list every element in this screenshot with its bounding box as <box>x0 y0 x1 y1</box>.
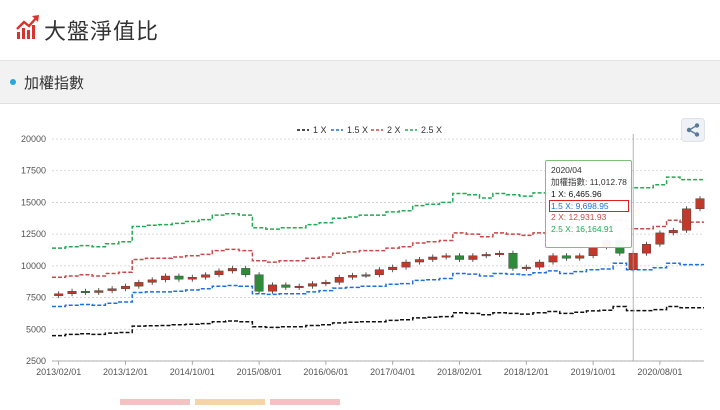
candle <box>668 230 678 234</box>
share-button[interactable] <box>681 118 705 142</box>
x-tick-label: 2014/10/01 <box>170 367 215 377</box>
pbr-band-chart[interactable]: 2500 5000 7500 10000 12500 15000 17500 20000 201… <box>0 104 720 405</box>
y-tick-label: 20000 <box>21 134 46 144</box>
y-tick-label: 17500 <box>21 166 46 176</box>
x-tick-label: 2018/02/01 <box>437 367 482 377</box>
tooltip-25x: 2.5 X: 16,164.91 <box>551 223 614 234</box>
x-tick-label: 2018/12/01 <box>504 367 549 377</box>
candle <box>414 259 424 263</box>
x-tick-label: 2013/12/01 <box>103 367 148 377</box>
candle <box>401 261 411 268</box>
candle <box>267 284 277 292</box>
x-tick-label: 2017/04/01 <box>370 367 415 377</box>
tooltip-15x: 1.5 X: 9,698.95 <box>549 200 629 213</box>
candle <box>174 275 184 280</box>
legend-label: 1 X <box>313 125 327 135</box>
x-tick-label: 2015/08/01 <box>237 367 282 377</box>
section-title: 加權指數 <box>24 75 85 92</box>
header-bar: 大盤淨值比 <box>0 0 720 61</box>
candle <box>94 290 104 293</box>
chart-container: 2500 5000 7500 10000 12500 15000 17500 20000 201… <box>0 104 720 405</box>
section-bullet-icon <box>10 79 16 85</box>
candle <box>67 291 77 294</box>
bottom-strip <box>120 399 340 405</box>
legend-label: 2 X <box>387 125 401 135</box>
candle <box>561 255 571 259</box>
candle <box>495 252 505 255</box>
candle <box>147 279 157 283</box>
candle <box>107 288 117 291</box>
tooltip-2x: 2 X: 12,931.93 <box>551 212 607 223</box>
candle <box>575 255 585 259</box>
candle <box>214 270 224 275</box>
tooltip-index: 加權指數: 11,012.78 <box>551 176 627 187</box>
x-tick-label: 2013/02/01 <box>36 367 81 377</box>
candle <box>695 198 705 209</box>
candle <box>134 282 144 287</box>
x-tick-label: 2016/06/01 <box>303 367 348 377</box>
candle <box>441 255 451 258</box>
tooltip-date: 2020/04 <box>551 165 582 175</box>
candle <box>121 285 130 289</box>
y-tick-label: 7500 <box>26 293 46 303</box>
candle <box>508 252 518 269</box>
candle <box>455 255 464 260</box>
band-15x-line <box>52 262 704 308</box>
candle <box>682 208 692 231</box>
page-title: 大盤淨值比 <box>44 19 160 44</box>
y-tick-label: 15000 <box>21 197 46 207</box>
y-tick-label: 10000 <box>21 261 46 271</box>
candle <box>80 291 90 293</box>
x-tick-label: 2019/10/01 <box>571 367 616 377</box>
band-1x-line <box>52 305 704 337</box>
candle <box>281 284 291 288</box>
candle <box>227 268 237 272</box>
legend-label: 1.5 X <box>347 125 368 135</box>
candle <box>548 255 558 263</box>
candle <box>588 246 598 256</box>
candle <box>201 274 211 278</box>
candle <box>54 293 64 296</box>
candle <box>468 255 478 260</box>
candle <box>161 275 171 281</box>
candle <box>308 283 318 287</box>
candle <box>642 244 652 254</box>
candle <box>521 266 531 269</box>
candle <box>388 266 398 270</box>
candle <box>374 269 384 275</box>
section-header: 加權指數 <box>0 61 720 104</box>
tooltip-1x: 1 X: 6,465.96 <box>551 188 602 199</box>
band-2x-line <box>52 219 704 279</box>
candle <box>361 274 371 277</box>
candle <box>428 256 438 260</box>
y-tick-label: 5000 <box>26 324 46 334</box>
chart-tooltip: 2020/04 加權指數: 11,012.78 1 X: 6,465.96 1.… <box>545 160 632 248</box>
candle <box>254 274 264 292</box>
candle <box>334 277 344 283</box>
candle <box>655 232 665 245</box>
candle <box>187 277 197 280</box>
legend-label: 2.5 X <box>421 125 442 135</box>
candle <box>535 261 545 268</box>
share-icon <box>686 123 700 137</box>
y-tick-label: 12500 <box>21 229 46 239</box>
candle <box>241 268 251 275</box>
x-tick-label: 2020/08/01 <box>637 367 682 377</box>
candle <box>321 282 331 285</box>
candle <box>481 254 491 257</box>
trending-up-icon <box>16 15 39 39</box>
candle <box>348 275 358 278</box>
y-tick-label: 2500 <box>26 356 46 366</box>
candle <box>294 285 304 288</box>
